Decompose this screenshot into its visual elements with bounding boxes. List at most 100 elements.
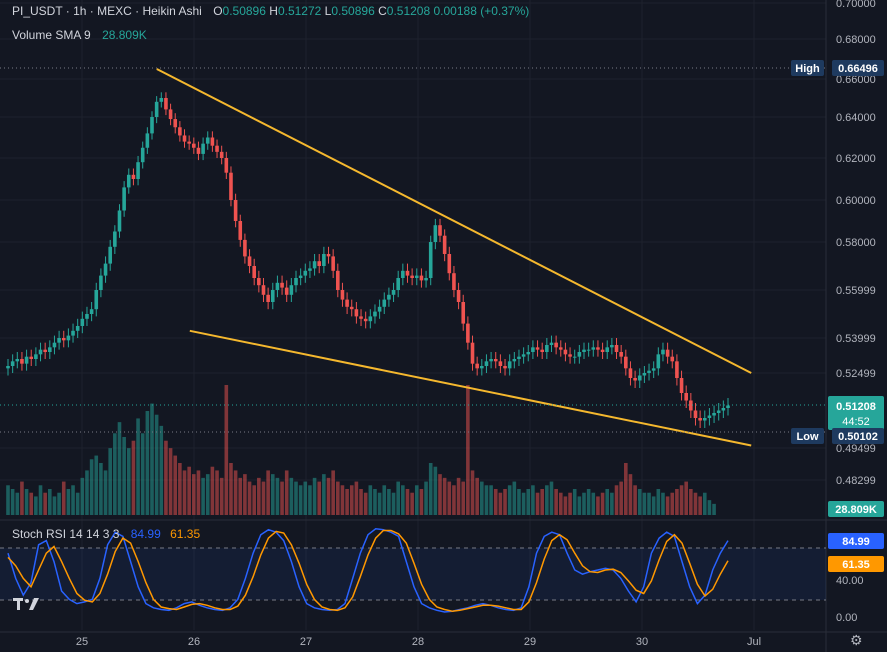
volume-bar (247, 481, 252, 515)
candle-body (159, 98, 164, 102)
candle-body (600, 349, 605, 352)
trendline (189, 329, 752, 447)
volume-bar (233, 470, 238, 515)
volume-bar (145, 411, 150, 515)
candle-body (712, 413, 716, 416)
volume-bar (354, 481, 359, 515)
candle-body (247, 256, 252, 266)
volume-bar (642, 492, 647, 515)
candle-body (554, 342, 558, 348)
volume-bar (154, 414, 159, 515)
tradingview-logo-icon[interactable] (12, 594, 42, 614)
volume-bar (289, 477, 294, 515)
volume-bar (396, 481, 400, 515)
candle-body (414, 275, 419, 278)
candle-body (391, 290, 396, 295)
volume-bar (377, 492, 382, 515)
last-price-text: 0.51208 (836, 401, 876, 413)
candle-body (642, 373, 647, 376)
candle-body (651, 368, 656, 371)
volume-bar (568, 492, 572, 515)
price-tick-label: 0.66000 (836, 74, 876, 86)
candle-body (698, 418, 702, 421)
volume-bar (401, 485, 405, 515)
candle-body (521, 354, 526, 357)
volume-bar (684, 481, 688, 515)
candle-body (456, 290, 461, 302)
candle-body (131, 174, 136, 179)
volume-bar (280, 481, 284, 515)
high-tag-text: High (795, 63, 820, 75)
candle-body (368, 316, 373, 322)
volume-bar (554, 489, 558, 515)
candle-body (80, 318, 85, 326)
volume-bar (591, 492, 596, 515)
volume-bar (391, 492, 396, 515)
candle-body (233, 200, 238, 221)
candle-body (586, 349, 591, 351)
volume-bar (275, 477, 280, 515)
candle-body (270, 290, 275, 302)
candle-body (38, 349, 43, 355)
volume-bar (303, 481, 308, 515)
candle-body (219, 151, 224, 158)
volume-bar (452, 485, 456, 515)
time-tick-label: 29 (524, 636, 536, 648)
volume-bar (693, 492, 698, 515)
volume-bar (252, 485, 256, 515)
candle-body (192, 143, 196, 148)
candle-body (6, 366, 10, 369)
ohlc-values: O0.50896 H0.51272 L0.50896 C0.51208 0.00… (213, 4, 530, 18)
volume-bar (712, 503, 716, 515)
candle-body (85, 314, 89, 319)
candle-body (10, 361, 15, 366)
change-value: 0.00188 (+0.37%) (433, 4, 530, 18)
candle-body (113, 231, 117, 247)
candle-body (637, 375, 642, 381)
volume-bar (215, 470, 219, 515)
candle-body (466, 323, 470, 343)
candle-body (117, 210, 122, 232)
candle-body (15, 359, 20, 362)
volume-bar (117, 422, 122, 515)
volume-bar (298, 485, 303, 515)
volume-bar (266, 470, 270, 515)
candle-body (624, 356, 628, 369)
volume-bar (61, 481, 66, 515)
volume-bar (586, 489, 591, 515)
candle-body (452, 273, 456, 290)
candle-body (331, 256, 335, 271)
volume-bar (340, 485, 345, 515)
candle-body (577, 352, 582, 357)
volume-bar (359, 489, 363, 515)
candle-body (289, 285, 294, 295)
candle-body (303, 270, 308, 276)
candle-body (336, 270, 340, 290)
volume-bar (205, 474, 210, 515)
volume-bar (122, 437, 126, 515)
candle-body (354, 309, 359, 317)
volume-bar (535, 492, 540, 515)
time-tick-label: 30 (636, 636, 648, 648)
candle-body (312, 261, 317, 269)
candle-body (707, 415, 712, 418)
volume-bar (628, 474, 633, 515)
volume-bar (433, 466, 438, 515)
settings-gear-icon[interactable]: ⚙ (850, 632, 863, 648)
stoch-d-tag (828, 556, 884, 572)
candle-body (24, 356, 29, 364)
candle-body (89, 309, 94, 314)
candle-body (572, 356, 577, 358)
stoch-k-tag-text: 84.99 (842, 536, 870, 548)
volume-label: Volume SMA 9 (12, 28, 91, 42)
candle-body (284, 287, 289, 295)
candle-body (438, 225, 442, 236)
volume-bar (219, 477, 224, 515)
volume-bar (326, 477, 331, 515)
candle-body (20, 359, 24, 364)
candle-body (726, 405, 730, 408)
stoch-legend: Stoch RSI 14 14 3 3 84.99 61.35 (12, 527, 200, 541)
high-value: 0.51272 (277, 4, 322, 18)
volume-bar (182, 470, 187, 515)
